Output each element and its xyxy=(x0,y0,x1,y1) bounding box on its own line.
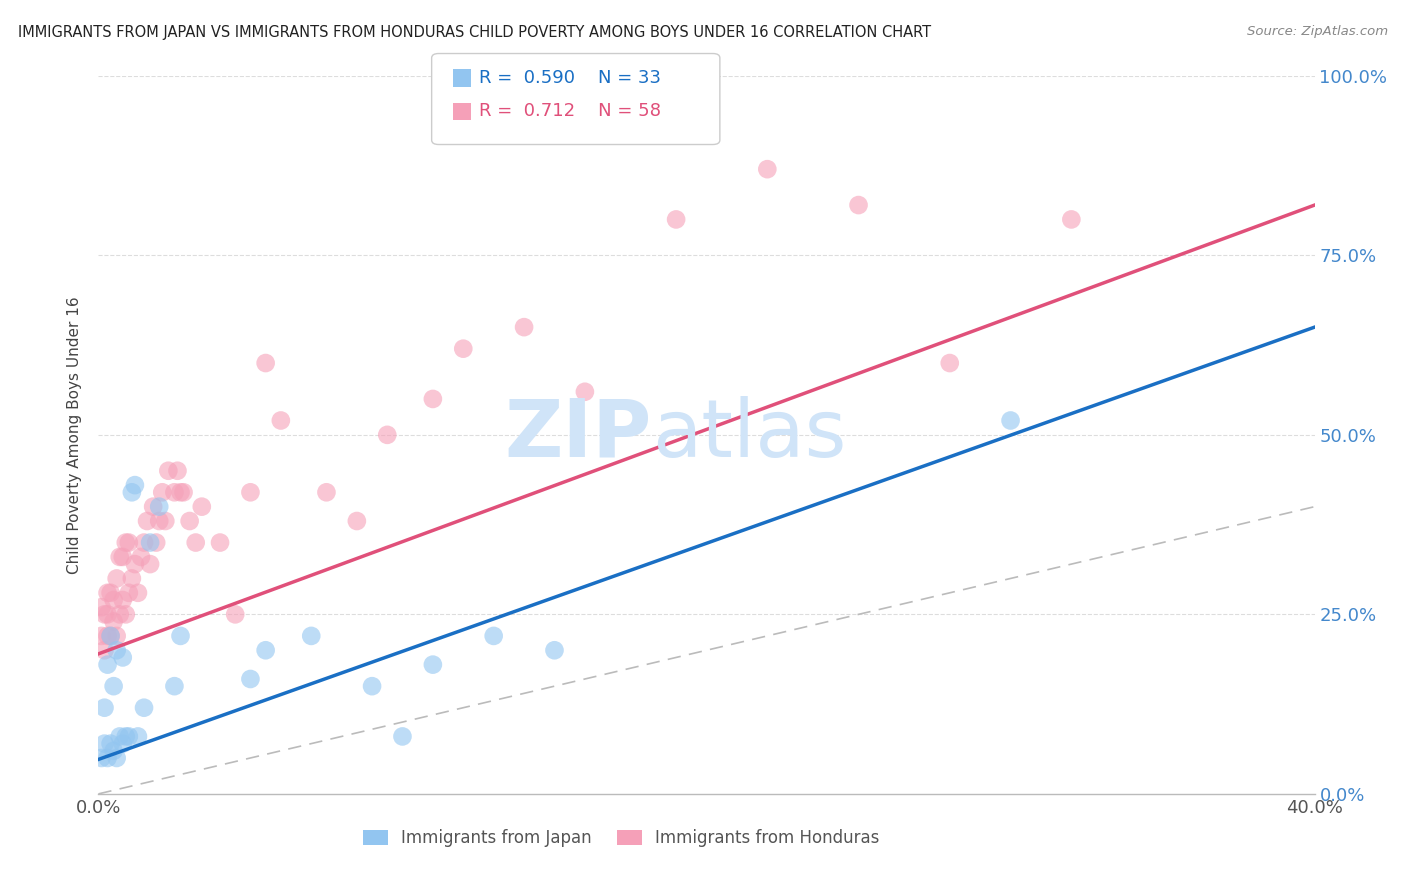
Point xyxy=(93,607,115,622)
Point xyxy=(121,571,143,585)
Point xyxy=(114,535,136,549)
Point xyxy=(124,557,146,571)
Point xyxy=(105,643,128,657)
Point xyxy=(184,535,207,549)
Point xyxy=(108,549,131,564)
Point xyxy=(163,679,186,693)
Point xyxy=(103,593,125,607)
Point xyxy=(90,629,112,643)
Point xyxy=(111,549,134,564)
Point xyxy=(103,679,125,693)
Y-axis label: Child Poverty Among Boys Under 16: Child Poverty Among Boys Under 16 xyxy=(67,296,83,574)
Point xyxy=(118,535,141,549)
Point xyxy=(179,514,201,528)
Point xyxy=(209,535,232,549)
Point xyxy=(361,679,384,693)
Point xyxy=(93,737,115,751)
Point xyxy=(422,657,444,672)
Point xyxy=(224,607,246,622)
Point xyxy=(346,514,368,528)
Point xyxy=(169,629,191,643)
Point xyxy=(482,629,505,643)
Point xyxy=(121,485,143,500)
Point xyxy=(118,730,141,744)
Point xyxy=(254,356,277,370)
Point xyxy=(100,586,122,600)
Point xyxy=(127,730,149,744)
Point xyxy=(105,571,128,585)
Point xyxy=(103,744,125,758)
Text: R =  0.590    N = 33: R = 0.590 N = 33 xyxy=(479,69,661,87)
Point xyxy=(157,464,180,478)
Point xyxy=(127,586,149,600)
Point xyxy=(139,557,162,571)
Point xyxy=(132,535,155,549)
Point xyxy=(163,485,186,500)
Text: R =  0.712    N = 58: R = 0.712 N = 58 xyxy=(479,103,661,120)
Text: atlas: atlas xyxy=(652,396,846,474)
Point xyxy=(270,413,292,427)
Point xyxy=(96,586,118,600)
Point xyxy=(848,198,870,212)
Point xyxy=(574,384,596,399)
Point xyxy=(132,700,155,714)
Point xyxy=(111,593,134,607)
Point xyxy=(114,607,136,622)
Point xyxy=(169,485,191,500)
Point xyxy=(150,485,173,500)
Point xyxy=(148,514,170,528)
Point xyxy=(129,549,152,564)
Point xyxy=(315,485,337,500)
Point xyxy=(155,514,177,528)
Point xyxy=(105,629,128,643)
Text: Source: ZipAtlas.com: Source: ZipAtlas.com xyxy=(1247,25,1388,38)
Point xyxy=(136,514,159,528)
Point xyxy=(111,650,134,665)
Point xyxy=(513,320,536,334)
Point xyxy=(111,737,134,751)
Point xyxy=(124,478,146,492)
Point xyxy=(103,615,125,629)
Point xyxy=(173,485,195,500)
Point xyxy=(90,600,112,615)
Point xyxy=(191,500,214,514)
Point xyxy=(96,657,118,672)
Point xyxy=(118,586,141,600)
Point xyxy=(96,629,118,643)
Point xyxy=(108,730,131,744)
Point xyxy=(96,751,118,765)
Point xyxy=(139,535,162,549)
Text: IMMIGRANTS FROM JAPAN VS IMMIGRANTS FROM HONDURAS CHILD POVERTY AMONG BOYS UNDER: IMMIGRANTS FROM JAPAN VS IMMIGRANTS FROM… xyxy=(18,25,931,40)
Point xyxy=(148,500,170,514)
Point xyxy=(391,730,413,744)
Point xyxy=(166,464,188,478)
Point xyxy=(239,672,262,686)
Point xyxy=(90,751,112,765)
Point xyxy=(1060,212,1083,227)
Point xyxy=(93,643,115,657)
Point xyxy=(108,607,131,622)
Point xyxy=(100,737,122,751)
Point xyxy=(105,751,128,765)
Point xyxy=(114,730,136,744)
Point xyxy=(254,643,277,657)
Point xyxy=(239,485,262,500)
Point xyxy=(299,629,322,643)
Point xyxy=(100,629,122,643)
Point xyxy=(142,500,165,514)
Point xyxy=(145,535,167,549)
Point xyxy=(1000,413,1022,427)
Point xyxy=(375,427,398,442)
Point xyxy=(665,212,688,227)
Point xyxy=(756,162,779,177)
Point xyxy=(939,356,962,370)
Legend: Immigrants from Japan, Immigrants from Honduras: Immigrants from Japan, Immigrants from H… xyxy=(356,822,886,854)
Point xyxy=(96,607,118,622)
Point xyxy=(100,629,122,643)
Point xyxy=(453,342,475,356)
Point xyxy=(422,392,444,406)
Point xyxy=(93,700,115,714)
Point xyxy=(543,643,565,657)
Text: ZIP: ZIP xyxy=(505,396,652,474)
